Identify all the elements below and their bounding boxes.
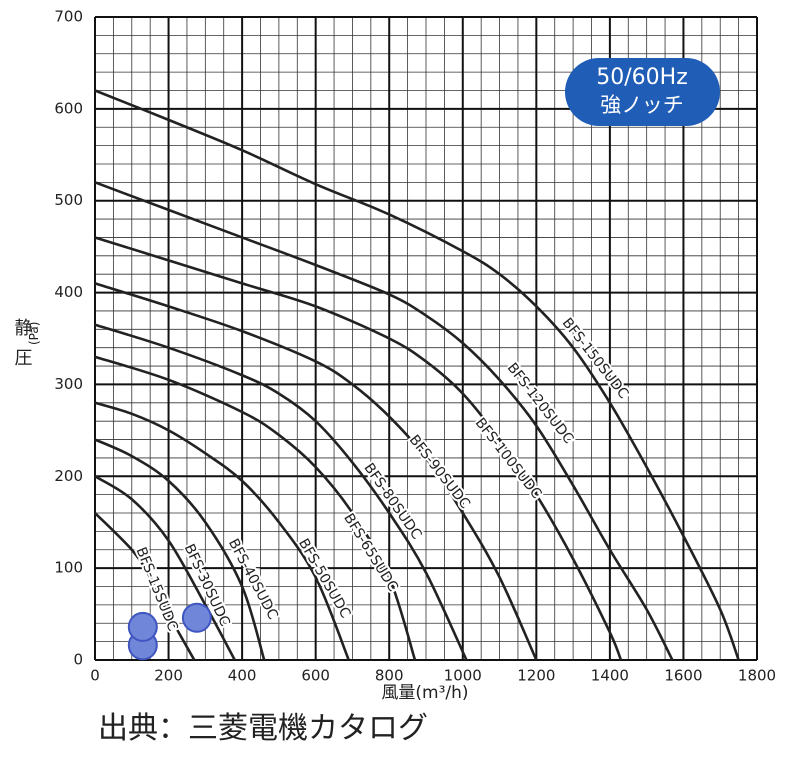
x-tick-label: 1600	[664, 667, 702, 685]
fan-curve	[94, 355, 417, 661]
point	[127, 611, 158, 642]
y-tick-label: 500	[54, 191, 83, 209]
source: 出典：三菱電機カタログ	[98, 711, 428, 746]
x-tick-label: 0	[90, 667, 100, 685]
point	[181, 602, 212, 633]
badge-line: 50/60Hz	[596, 65, 688, 90]
fan-curve	[94, 89, 740, 661]
y-tick-label: 0	[73, 651, 83, 669]
x-tick-label: 600	[301, 667, 330, 685]
y-axis-unit: (Pa)	[27, 322, 41, 345]
fan-curve	[94, 181, 674, 661]
y-tick-label: 100	[54, 559, 83, 577]
y-axis-label: 静圧	[12, 318, 33, 378]
x-tick-label: 400	[228, 667, 257, 685]
y-tick-label: 700	[54, 8, 83, 26]
badge-line: 強ノッチ	[600, 93, 684, 117]
fan-curve	[94, 282, 538, 661]
x-tick-label: 1400	[591, 667, 629, 685]
fan-curve	[94, 475, 236, 661]
fan-curve	[94, 512, 196, 661]
x-tick-label: 200	[154, 667, 183, 685]
y-tick-label: 300	[54, 375, 83, 393]
badge	[565, 58, 720, 126]
x-tick-label: 800	[375, 667, 404, 685]
fan-curve	[94, 236, 623, 661]
fan-curve	[94, 401, 350, 661]
fan-curve	[94, 323, 468, 661]
y-tick-label: 200	[54, 467, 83, 485]
x-tick-label: 1000	[444, 667, 482, 685]
y-tick-label: 400	[54, 283, 83, 301]
y-tick-label: 600	[54, 99, 83, 117]
x-tick-label: 1200	[517, 667, 555, 685]
x-tick-label: 1800	[738, 667, 776, 685]
x-axis-label: 風量(m³/h)	[381, 683, 468, 703]
fan-curve	[94, 438, 266, 661]
